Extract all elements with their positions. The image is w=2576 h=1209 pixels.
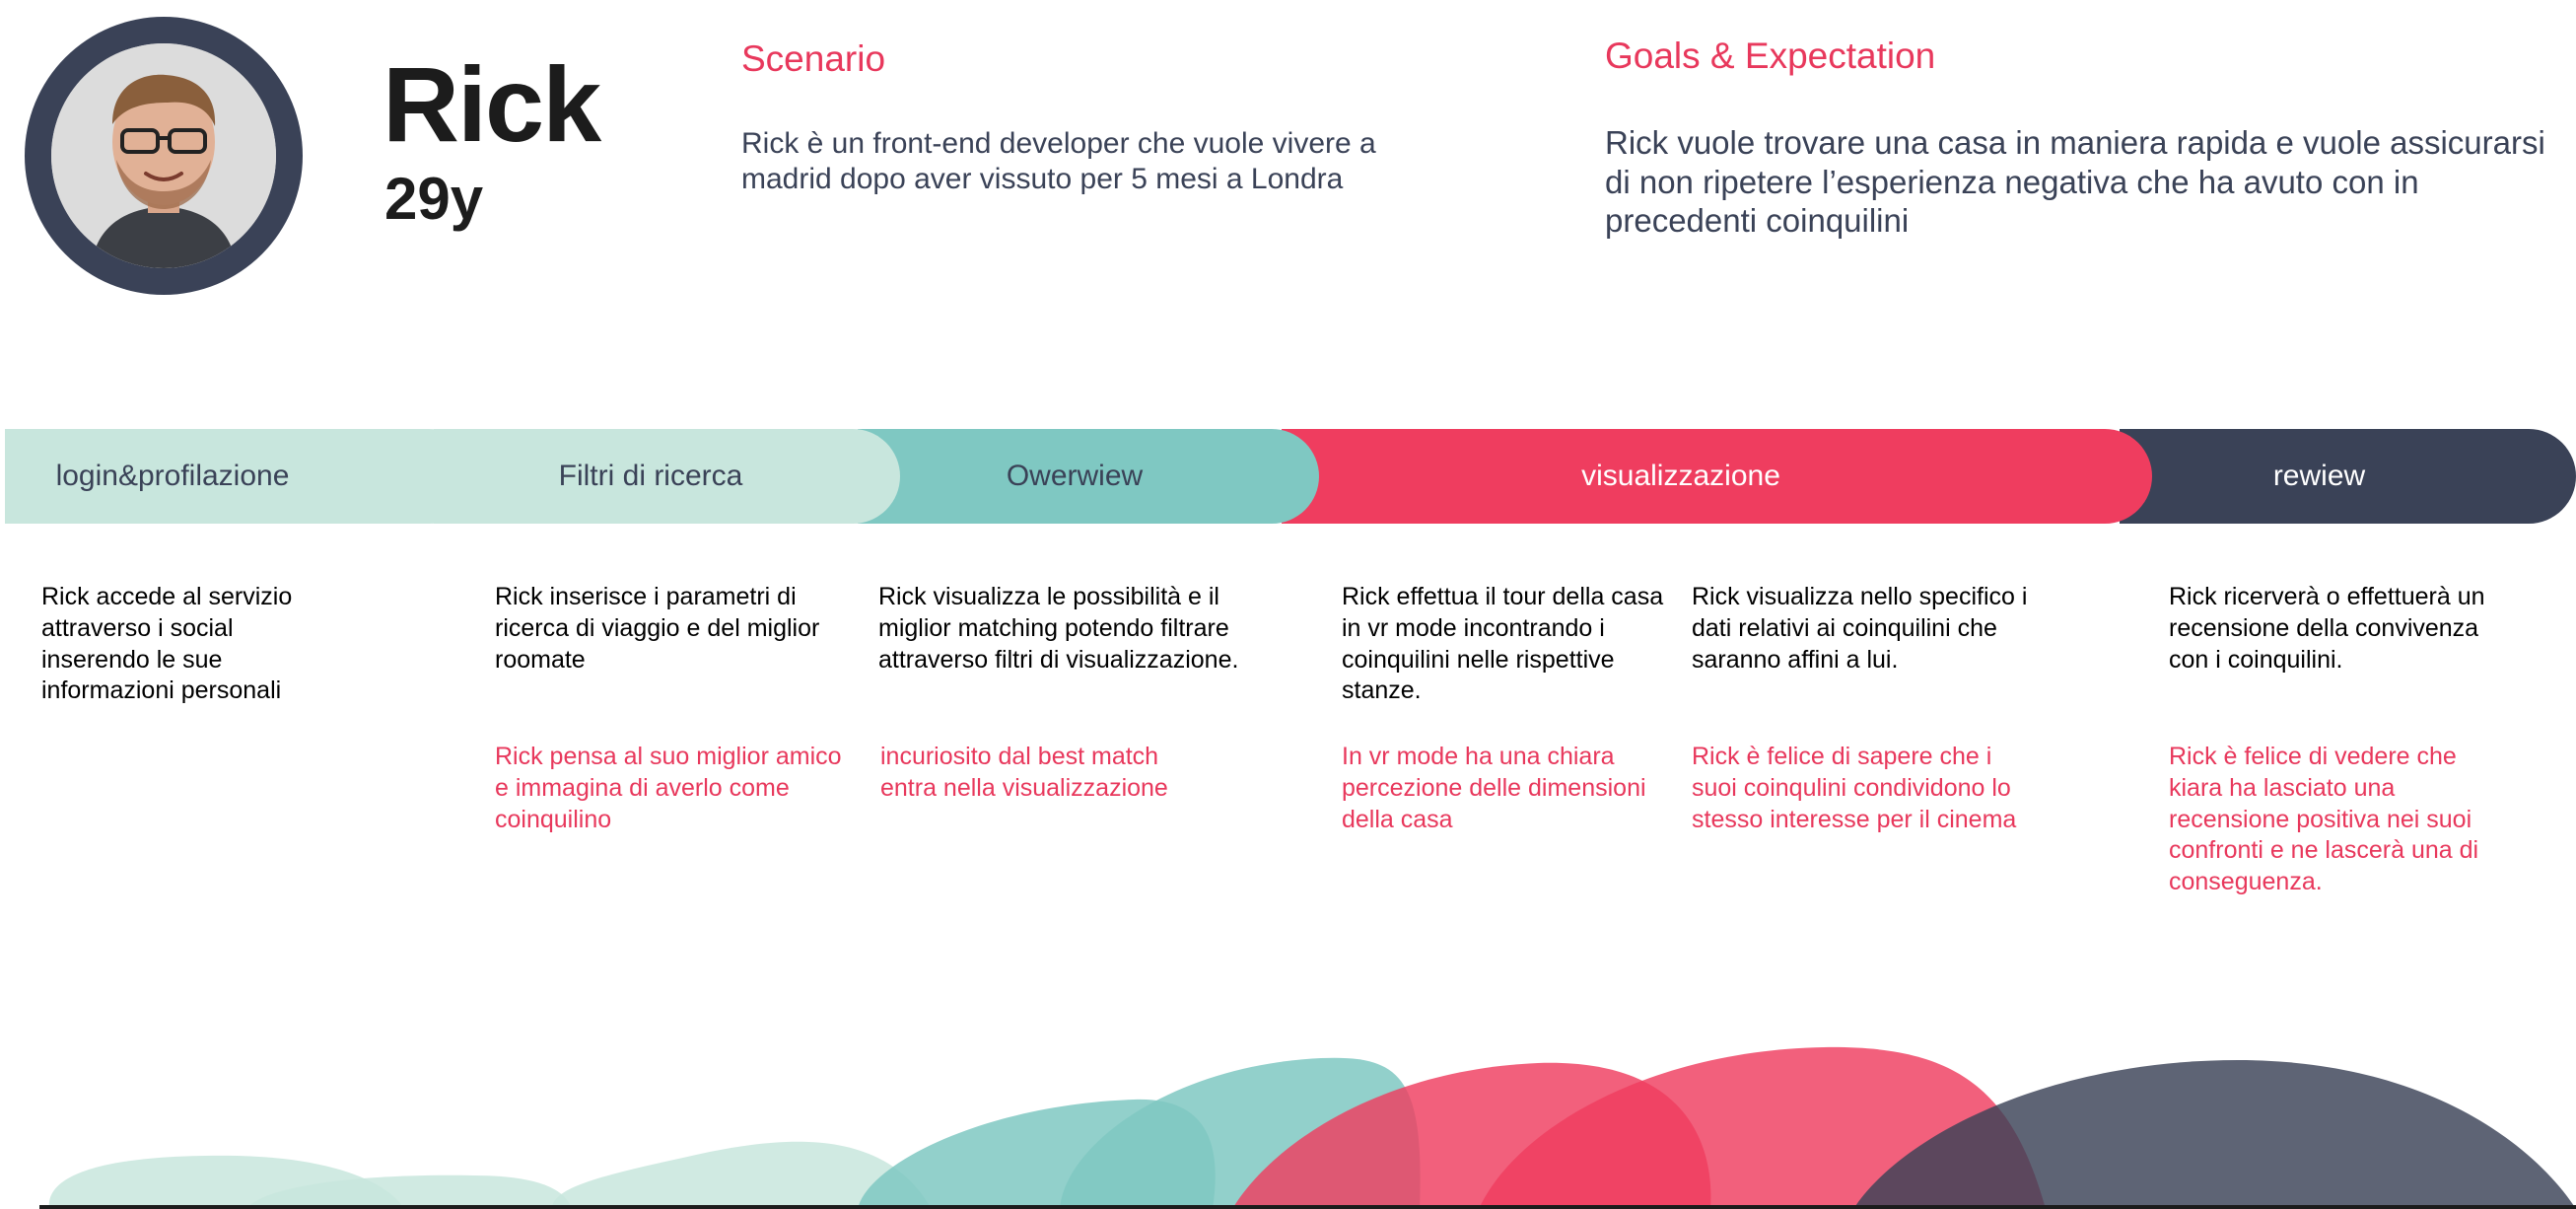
emotion-curve-shapes — [39, 1046, 2576, 1209]
stage-shape-filtri — [434, 429, 900, 524]
step-feeling-5: Rick è felice di sapere che i suoi coinq… — [1692, 743, 2017, 833]
emotion-baseline — [39, 1205, 2576, 1209]
step-feeling-3: incuriosito dal best match entra nella v… — [880, 743, 1168, 802]
stage-label-owerwiew: Owerwiew — [1006, 460, 1144, 492]
step-action-5: Rick visualizza nello specifico i dati r… — [1692, 583, 2028, 674]
stage-label-rewiew: rewiew — [2272, 460, 2366, 492]
emotion-blob-login-tail — [246, 1174, 572, 1209]
emotion-curve — [0, 1026, 2576, 1209]
scenario-text: Rick è un front-end developer che vuole … — [741, 127, 1376, 195]
emotion-blob-rewiew — [1853, 1060, 2576, 1209]
avatar — [51, 43, 276, 268]
step-action-6: Rick ricerverà o effettuerà un recension… — [2169, 583, 2485, 674]
journey-stage-bar: login&profilazione Filtri di ricerca Owe… — [0, 424, 2576, 528]
goals-text: Rick vuole trovare una casa in maniera r… — [1605, 124, 2545, 240]
stage-shape-login — [5, 429, 476, 524]
step-feeling-2: Rick pensa al suo miglior amico e immagi… — [495, 743, 842, 833]
persona-name: Rick — [383, 44, 601, 164]
step-action-2: Rick inserisce i parametri di ricerca di… — [495, 583, 820, 674]
scenario-title: Scenario — [741, 38, 886, 79]
stage-shape-rewiew — [2120, 429, 2576, 524]
step-feeling-6: Rick è felice di vedere che kiara ha las… — [2169, 743, 2479, 895]
step-action-4: Rick effettua il tour della casa in vr m… — [1342, 583, 1664, 705]
persona-age: 29y — [384, 166, 484, 232]
step-action-3: Rick visualizza le possibilità e il migl… — [878, 583, 1239, 674]
goals-title: Goals & Expectation — [1605, 36, 1936, 76]
stage-shape-visualizzazione — [1282, 429, 2152, 524]
avatar-ring — [25, 17, 303, 295]
stage-label-login: login&profilazione — [55, 460, 290, 492]
person-photo-icon — [51, 43, 276, 268]
step-action-1: Rick accede al servizio attraverso i soc… — [41, 583, 293, 705]
emotion-blob-filtri — [552, 1141, 932, 1209]
stage-bar-shapes — [5, 429, 2576, 524]
stage-label-filtri: Filtri di ricerca — [558, 460, 743, 492]
stage-label-visualizzazione: visualizzazione — [1581, 460, 1780, 492]
stage-shape-owerwiew — [858, 429, 1319, 524]
step-feeling-4: In vr mode ha una chiara percezione dell… — [1342, 743, 1646, 833]
